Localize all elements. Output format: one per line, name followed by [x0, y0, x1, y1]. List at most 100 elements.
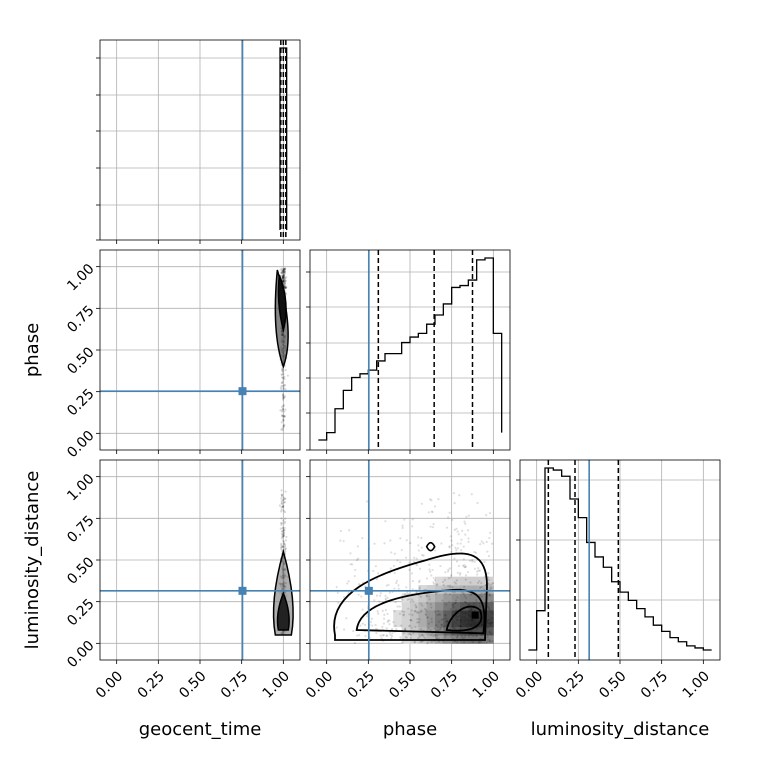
sample-point [416, 621, 419, 624]
sample-point [430, 574, 433, 577]
density-bin [418, 585, 428, 594]
sample-point [399, 636, 402, 639]
sample-point [384, 608, 388, 612]
sample-point [280, 542, 283, 545]
sample-point [380, 637, 383, 640]
sample-point [280, 376, 284, 379]
density-bin [451, 610, 461, 619]
sample-point [489, 586, 493, 589]
sample-point [373, 542, 376, 545]
sample-point [282, 505, 285, 508]
density-bin [485, 601, 494, 611]
sample-point [449, 584, 452, 587]
sample-point [406, 598, 409, 601]
x-tick-label: 0.00 [93, 668, 126, 701]
sample-point [364, 635, 367, 638]
sample-point [448, 511, 451, 514]
sample-point [465, 515, 468, 519]
sample-point [357, 583, 361, 586]
sample-point [440, 623, 443, 626]
sample-point [478, 605, 481, 608]
sample-point [280, 502, 284, 505]
sample-point [283, 271, 286, 275]
sample-point [449, 535, 452, 538]
sample-point [464, 522, 467, 525]
sample-point [421, 633, 424, 637]
sample-point [339, 529, 342, 533]
density-bin [485, 585, 494, 594]
density-bin [410, 610, 419, 619]
density-bin [468, 585, 478, 594]
sample-point [490, 616, 493, 620]
sample-point [351, 563, 354, 566]
sample-point [436, 583, 439, 586]
sample-point [376, 610, 379, 613]
sample-point [397, 584, 400, 587]
sample-point [280, 272, 284, 275]
sample-point [425, 577, 429, 580]
sample-point [430, 620, 433, 623]
sample-point [387, 583, 390, 586]
sample-point [281, 545, 285, 548]
sample-point [477, 641, 481, 645]
sample-point [282, 407, 285, 411]
sample-point [483, 560, 486, 564]
sample-point [431, 526, 435, 529]
y-tick-label: 0.25 [64, 596, 97, 629]
sample-point [283, 520, 287, 524]
sample-point [415, 564, 419, 567]
y-tick-label: 1.00 [64, 261, 97, 294]
sample-point [432, 582, 436, 586]
sample-point [282, 546, 285, 549]
sample-point [457, 533, 460, 536]
sample-point [457, 615, 460, 619]
sample-point [419, 640, 423, 643]
sample-point [443, 578, 446, 582]
sample-point [285, 276, 288, 279]
sample-point [282, 278, 286, 282]
sample-point [488, 608, 491, 611]
sample-point [424, 613, 427, 616]
x-tick-label: 0.25 [555, 668, 588, 701]
sample-point [282, 269, 286, 272]
sample-point [426, 642, 429, 645]
sample-point [280, 267, 284, 270]
sample-point [353, 574, 356, 578]
sample-point [281, 278, 284, 281]
sample-point [395, 628, 398, 631]
sample-point [280, 500, 283, 503]
sample-point [476, 573, 479, 576]
sample-point [280, 494, 284, 497]
sample-point [479, 641, 482, 644]
sample-point [382, 634, 385, 637]
sample-point [283, 270, 286, 273]
sample-point [385, 634, 389, 638]
sample-point [437, 498, 440, 501]
sample-point [280, 523, 283, 526]
sample-point [405, 636, 408, 639]
sample-point [281, 398, 285, 401]
sample-point [393, 552, 396, 555]
sample-point [491, 582, 494, 585]
sample-point [282, 535, 285, 538]
sample-point [281, 277, 284, 280]
sample-point [284, 497, 287, 500]
sample-point [425, 595, 428, 598]
sample-point [414, 609, 417, 612]
sample-point [477, 569, 480, 572]
sample-point [450, 624, 453, 627]
injection-marker [238, 387, 247, 396]
sample-point [463, 615, 466, 619]
sample-point [464, 566, 467, 569]
sample-point [383, 542, 386, 545]
sample-point [384, 594, 387, 598]
sample-point [454, 582, 458, 585]
panel-phase-vs-luminosity-distance: 0.00 0.25 0.50 0.75 1.00 [303, 459, 511, 702]
sample-point [283, 415, 286, 418]
sample-point [441, 588, 444, 591]
sample-point [403, 518, 406, 521]
sample-point [349, 563, 352, 566]
sample-point [470, 608, 473, 611]
sample-point [281, 530, 284, 533]
sample-point [282, 528, 286, 531]
